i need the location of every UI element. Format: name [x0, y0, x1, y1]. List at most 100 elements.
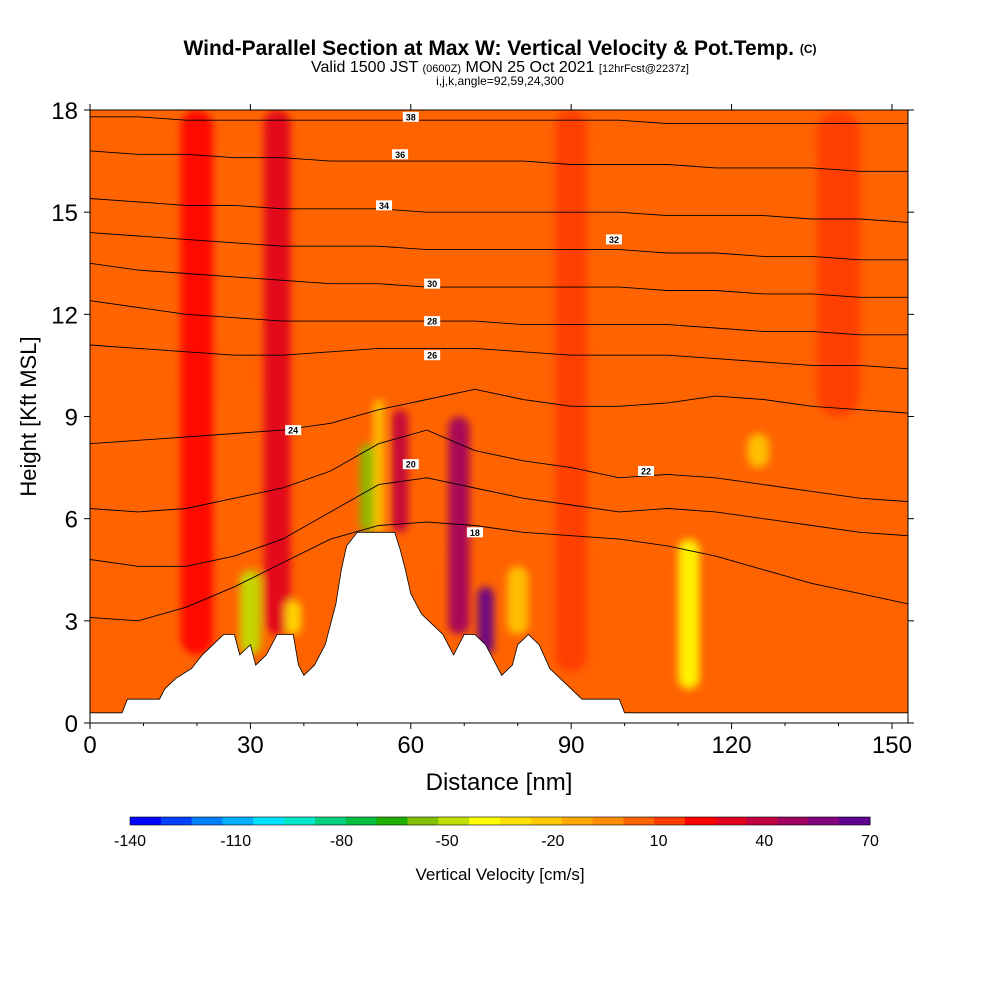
colorbar-swatch	[592, 817, 624, 825]
theta-contours	[90, 116, 908, 622]
colorbar-swatch	[561, 817, 593, 825]
y-tick-label: 12	[51, 302, 78, 329]
colorbar-tick-label: 40	[755, 833, 773, 850]
contour-label-bg	[392, 149, 409, 160]
theta-contour-line	[90, 429, 908, 513]
downdraft-core	[507, 566, 529, 635]
field-band	[90, 348, 908, 400]
colorbar-swatch	[685, 817, 717, 825]
theta-contour-line	[90, 388, 908, 445]
contour-label: 30	[427, 279, 437, 289]
colorbar-swatch	[654, 817, 686, 825]
colorbar-tick-label: -110	[220, 833, 251, 850]
theta-contour-line	[90, 262, 908, 298]
x-tick-label: 30	[237, 732, 264, 759]
theta-contour-line	[90, 300, 908, 336]
theta-contour-line	[90, 477, 908, 567]
y-tick-label: 9	[65, 405, 78, 432]
downdraft-core	[285, 600, 302, 635]
contour-label: 38	[406, 112, 416, 122]
contour-label: 36	[395, 150, 405, 160]
colorbar-swatch	[438, 817, 470, 825]
colorbar-swatch	[376, 817, 408, 825]
colorbar-label: Vertical Velocity [cm/s]	[415, 865, 584, 884]
theta-contour-line	[90, 150, 908, 172]
contour-label: 20	[406, 460, 416, 470]
contour-label-bg	[424, 316, 441, 327]
downdraft-core	[373, 399, 385, 533]
updraft-core	[263, 110, 291, 635]
contour-label: 22	[641, 466, 651, 476]
colorbar-frame	[129, 816, 871, 826]
colorbar-swatch	[345, 817, 378, 825]
contour-label-bg	[424, 278, 441, 289]
colorbar-swatch	[746, 817, 778, 825]
contour-label-bg	[638, 465, 655, 476]
colorbar-swatch	[191, 817, 223, 825]
colorbar-swatch	[407, 817, 439, 825]
colorbar-swatch	[284, 817, 316, 825]
colorbar-swatch	[500, 817, 532, 825]
y-axis-label: Height [Kft MSL]	[16, 336, 41, 496]
updraft-core	[448, 416, 470, 635]
x-tick-label: 60	[397, 732, 424, 759]
downdraft-core	[678, 539, 700, 689]
updraft-core	[477, 586, 494, 655]
colorbar-swatch	[715, 817, 748, 825]
colorbar-tick-label: 70	[861, 833, 879, 850]
colorbar-swatch	[808, 817, 840, 825]
y-tick-label: 6	[65, 507, 78, 534]
downdraft-core	[747, 433, 769, 468]
colorbar-tick-label: -80	[330, 833, 353, 850]
colorbar-swatch	[623, 817, 655, 825]
colorbar-tick-label: -140	[114, 833, 146, 850]
x-tick-label: 120	[712, 732, 752, 759]
contour-label-bg	[424, 350, 441, 361]
axes: 0 30 60 90 120 150 0 36 9 12 15 18 Distance [nm] Heig…	[16, 98, 914, 796]
y-tick-label: 18	[51, 98, 78, 125]
colorbar-swatch	[222, 817, 254, 825]
updraft-core	[392, 409, 409, 533]
chart-subtitle: Valid 1500 JST (0600Z) MON 25 Oct 2021 […	[311, 59, 689, 76]
x-tick-label: 90	[558, 732, 585, 759]
colorbar-swatch	[160, 817, 193, 825]
theta-contour-line	[90, 521, 908, 622]
terrain-profile	[90, 531, 908, 723]
field-band	[90, 110, 908, 145]
colorbar-swatch	[469, 817, 501, 825]
colorbar-swatch	[839, 817, 871, 825]
contour-label: 32	[609, 235, 619, 245]
colorbar-swatch	[777, 817, 809, 825]
colorbar-tick-label: 10	[650, 833, 668, 850]
title-unit: (C)	[799, 42, 817, 56]
theta-contour-line	[90, 116, 908, 125]
contour-label: 28	[427, 317, 437, 327]
x-axis-label: Distance [nm]	[426, 769, 573, 796]
velocity-cores	[180, 110, 860, 689]
chart-title: Wind-Parallel Section at Max W: Vertical…	[183, 37, 817, 60]
x-tick-label: 150	[872, 732, 912, 759]
colorbar: -140 -110 -80 -50 -20 10 40 70 Vertical Velocity…	[114, 816, 879, 884]
theta-contour-line	[90, 198, 908, 223]
contour-label-bg	[285, 425, 302, 436]
contour-label: 34	[379, 201, 389, 211]
colorbar-swatch	[530, 817, 563, 825]
y-tick-label: 0	[65, 711, 78, 738]
theta-contour-line	[90, 344, 908, 370]
contour-label: 18	[470, 528, 480, 538]
updraft-core	[817, 110, 860, 417]
colorbar-swatch	[253, 817, 285, 825]
chart-title-block: Wind-Parallel Section at Max W: Vertical…	[0, 37, 1000, 88]
contour-label: 26	[427, 351, 437, 361]
theta-contour-line	[90, 232, 908, 261]
x-tick-label: 0	[83, 732, 96, 759]
downdraft-core	[239, 569, 262, 655]
colorbar-tick-label: -50	[436, 833, 459, 850]
y-tick-label: 15	[51, 200, 78, 227]
colorbar-swatch	[315, 817, 347, 825]
chart-indices: i,j,k,angle=92,59,24,300	[436, 74, 564, 88]
contour-label-bg	[466, 527, 483, 538]
downdraft-core	[359, 443, 377, 533]
updraft-core	[180, 110, 213, 655]
